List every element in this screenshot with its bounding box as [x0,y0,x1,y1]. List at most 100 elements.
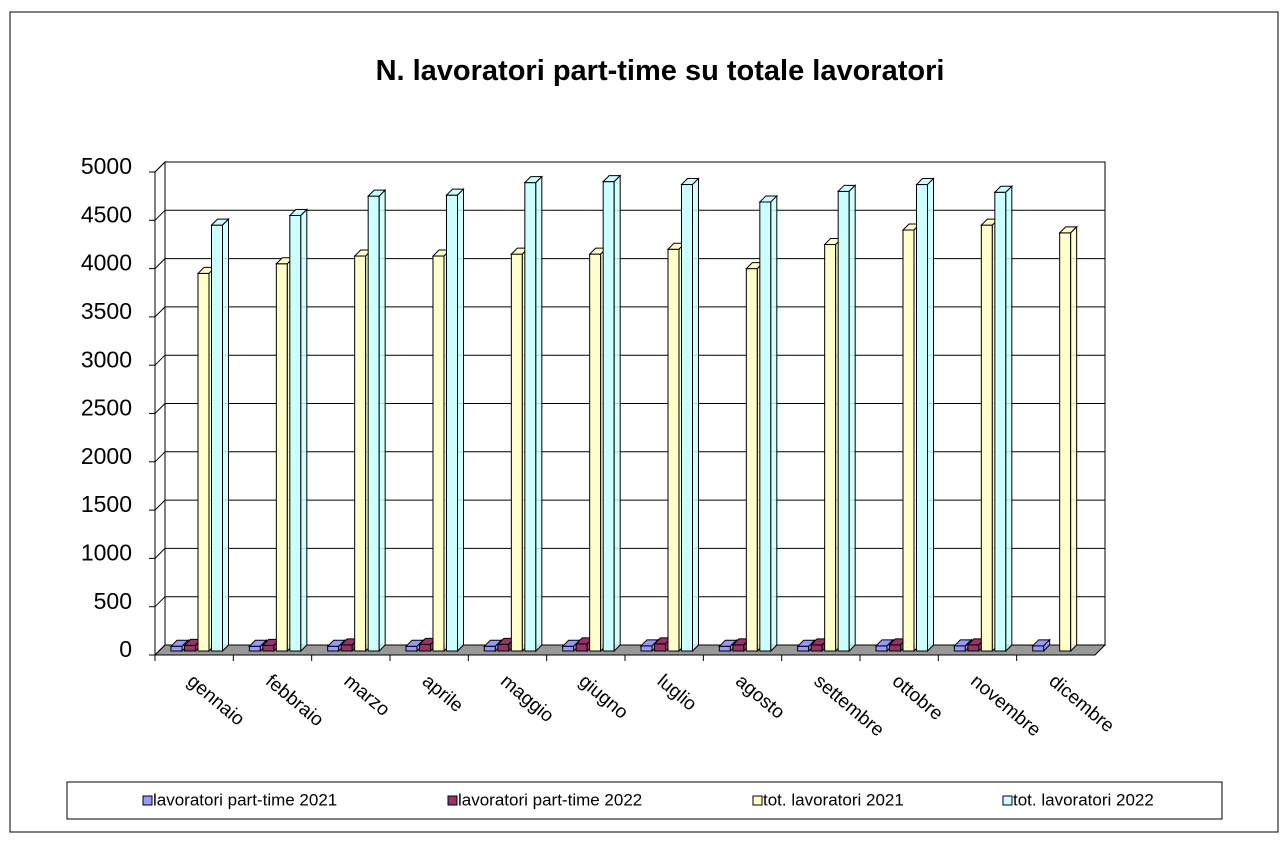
bar [1031,638,1051,653]
bar-front [510,253,523,652]
y-tick-label: 2000 [81,443,132,469]
bar-front [589,253,602,652]
bar-front [1059,232,1072,652]
grid-line-side [154,403,166,414]
bar-front [446,194,458,652]
bar-front [405,645,418,652]
y-tick-label: 1500 [81,491,132,517]
bar-front [211,224,223,652]
bar-front [354,255,367,652]
y-tick-label: 1000 [81,539,132,565]
bar [601,174,622,653]
bar-front [967,644,980,652]
bar-front [759,201,772,652]
bar-front [497,643,510,652]
y-tick-label: 0 [119,636,132,662]
bar [288,208,309,653]
bar-side [848,184,856,653]
bar-front [602,181,615,652]
bar-side [535,175,543,653]
bar-front [902,229,915,652]
bar-side [770,194,778,653]
bar-front [289,214,302,652]
bar-front [524,182,537,652]
bar [523,175,544,653]
bar-front [681,184,693,652]
legend-marker [1002,795,1013,806]
bar [1058,225,1078,653]
legend-label: lavoratori part-time 2021 [153,790,337,809]
bar-front [562,645,575,652]
bar-front [654,643,666,652]
bar-side [222,217,229,653]
grid-line-side [154,596,166,608]
bar-front [824,243,837,652]
bar-front [797,645,810,652]
grid-line-side [154,209,166,221]
legend-label: tot. lavoratori 2021 [763,790,904,809]
bar-side [927,177,934,653]
chart-title: N. lavoratori part-time su totale lavora… [376,55,945,87]
bar-side [613,174,621,653]
y-tick-label: 4500 [81,201,132,227]
y-tick-label: 3000 [81,346,132,372]
bar [915,177,935,653]
bar-front [197,272,210,652]
bar-front [810,644,823,652]
grid-line-side [154,258,166,269]
bar [993,185,1014,653]
bar [639,638,660,653]
bar [680,177,700,653]
bar-front [718,645,731,652]
bar-front [184,644,196,652]
bar-front [340,644,353,652]
bar-side [378,188,386,653]
bar-front [732,644,745,652]
bar [445,187,465,653]
legend-marker [142,795,153,806]
bar-front [432,255,445,652]
legend-box [66,781,1223,820]
bar-front [994,191,1007,652]
bar-front [1032,645,1045,652]
y-tick-label: 500 [94,588,132,614]
y-tick-label: 2500 [81,395,132,421]
grid-line-side [154,644,166,656]
bar-front [640,645,653,652]
bar-side [457,187,464,653]
bar-front [875,645,888,652]
grid-line-side [154,499,166,511]
legend-marker [447,795,458,806]
bar-front [419,643,431,652]
bar-front [483,645,496,652]
grid-line-side [154,548,166,559]
grid-line-side [154,354,166,366]
bar-front [248,645,261,652]
y-tick-label: 5000 [81,153,132,179]
legend-label: lavoratori part-time 2022 [458,790,642,809]
bar-side [1005,185,1013,653]
bar-side [692,177,699,653]
grid-line-side [154,451,166,463]
bar-side [300,208,308,653]
bar-side [1043,638,1051,653]
bar-front [953,645,966,652]
bar [366,188,387,653]
bar-front [327,645,340,652]
bar-front [980,224,993,652]
grid-line-side [154,306,166,318]
bar-front [667,248,680,652]
legend-label: tot. lavoratori 2022 [1013,790,1154,809]
bar-front [837,190,850,652]
bar-front [275,263,288,652]
bar-front [889,644,901,652]
bar-front [262,644,275,652]
bar-front [745,268,758,652]
bar [758,194,779,653]
bar-front [916,184,928,652]
y-tick-label: 4000 [81,250,132,276]
bar-front [170,645,183,652]
grid-line-side [154,161,166,173]
bar [210,217,230,653]
